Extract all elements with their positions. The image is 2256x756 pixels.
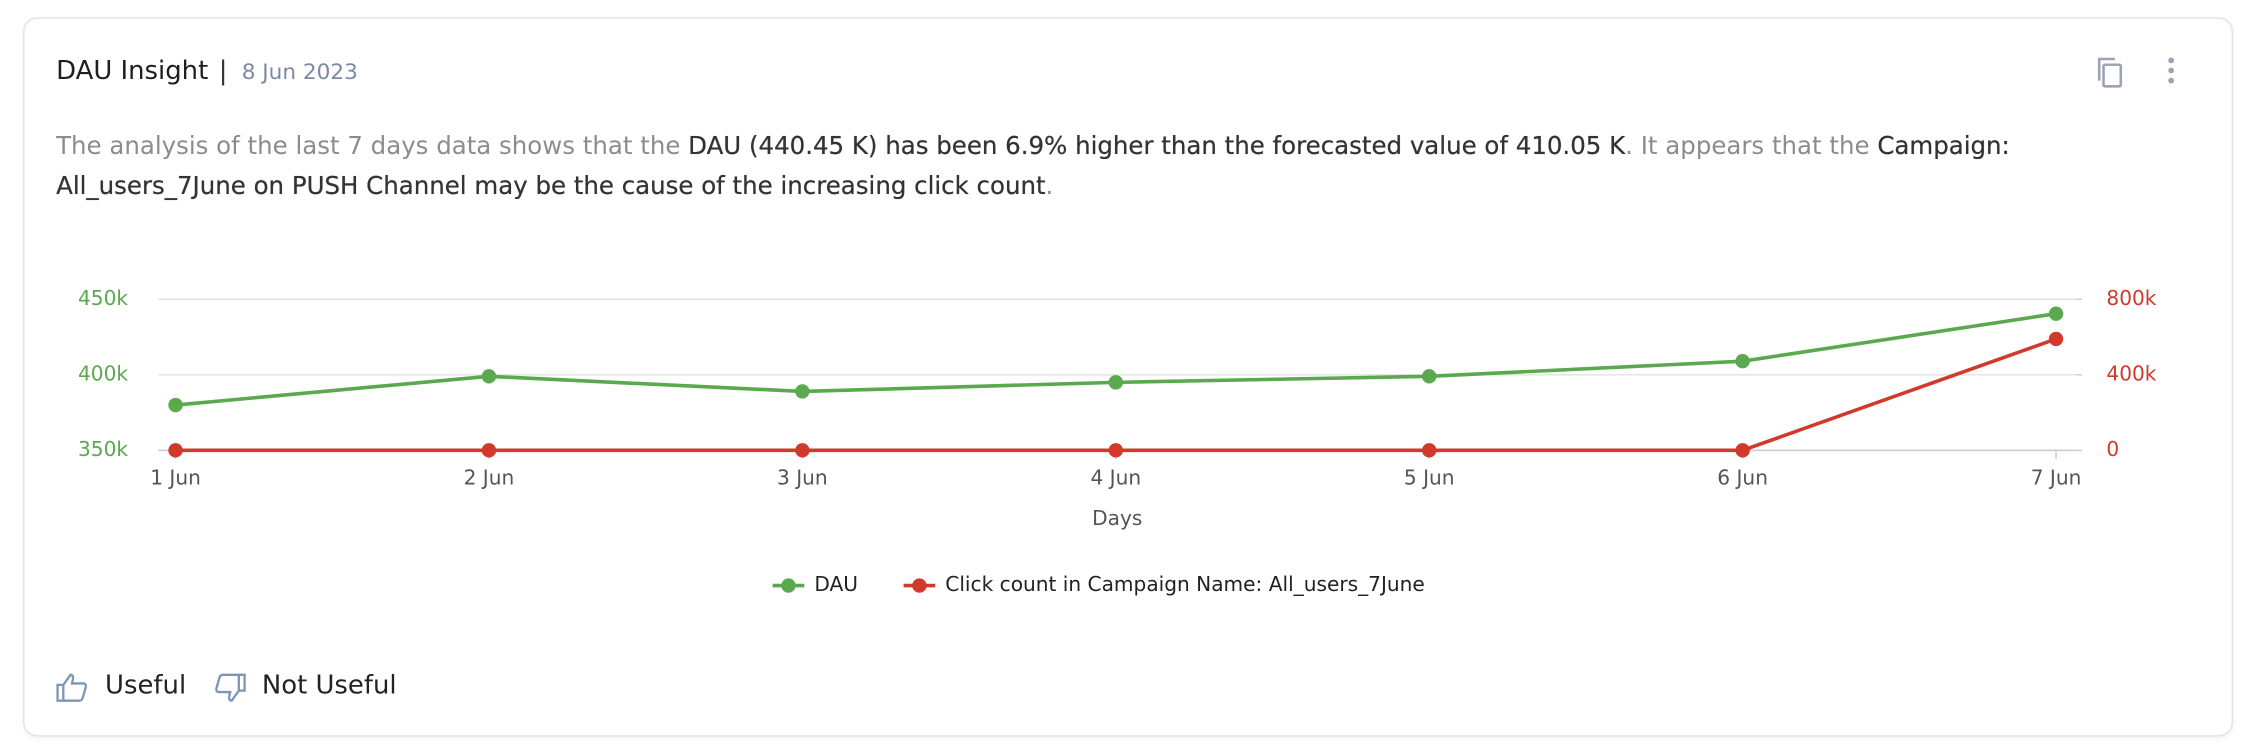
y2-tick-label: 800k: [2106, 286, 2156, 310]
x-tick-label: 6 Jun: [1717, 466, 1768, 490]
thumb-up-icon[interactable]: [55, 670, 90, 705]
data-point: [481, 443, 497, 458]
data-point: [1422, 443, 1437, 458]
data-point: [1735, 354, 1750, 369]
y-tick-label: 350k: [78, 437, 128, 461]
insight-summary: The analysis of the last 7 days data sho…: [56, 127, 2070, 208]
data-point: [1108, 375, 1123, 390]
data-point: [481, 369, 497, 384]
data-point: [1735, 443, 1750, 458]
data-point: [168, 443, 183, 458]
card-date: 8 Jun 2023: [241, 58, 358, 85]
data-point: [168, 397, 183, 413]
y2-tick-label: 400k: [2106, 361, 2156, 385]
thumb-down-icon[interactable]: [213, 670, 248, 705]
data-point: [795, 384, 810, 399]
more-icon[interactable]: [2158, 55, 2184, 90]
x-tick-label: 3 Jun: [777, 466, 828, 490]
data-point: [1108, 443, 1123, 458]
copy-icon[interactable]: [2095, 55, 2130, 92]
x-tick-label: 1 Jun: [150, 466, 201, 490]
x-axis-label: Days: [1092, 506, 1142, 530]
x-tick-label: 7 Jun: [2031, 466, 2082, 490]
separator: |: [218, 56, 228, 87]
y2-tick-label: 0: [2106, 437, 2119, 461]
summary-highlight: DAU (440.45 K) has been 6.9% higher than…: [688, 132, 1626, 162]
x-tick-label: 2 Jun: [464, 466, 515, 490]
insight-card: [23, 17, 2234, 737]
y-tick-label: 450k: [78, 286, 128, 310]
x-tick-label: 5 Jun: [1404, 466, 1455, 490]
chart: 350k 400k 450k 0 400k 800k 1 Jun 2 Jun 3 Jun 4 Ju…: [78, 286, 2157, 596]
y-tick-label: 400k: [78, 361, 128, 385]
legend-marker: [781, 578, 796, 593]
series-line: [175, 311, 2057, 407]
legend-marker: [912, 578, 927, 593]
data-point: [1422, 369, 1437, 384]
legend-label: DAU: [814, 572, 858, 596]
card-title: DAU Insight: [56, 56, 209, 87]
data-point: [2048, 306, 2064, 321]
data-point: [795, 443, 810, 458]
summary-text: The analysis of the last 7 days data sho…: [56, 132, 689, 162]
x-tick-label: 4 Jun: [1090, 466, 1141, 490]
summary-text: . It appears that the: [1625, 132, 1878, 162]
summary-highlight: Campaign: All_users_7June on PUSH Channe…: [56, 132, 2010, 202]
data-point: [2048, 331, 2064, 347]
not-useful-button[interactable]: Not Useful: [261, 670, 397, 701]
summary-text: .: [1045, 172, 1054, 202]
useful-button[interactable]: Useful: [105, 670, 187, 701]
legend-label: Click count in Campaign Name: All_users_…: [945, 572, 1425, 596]
